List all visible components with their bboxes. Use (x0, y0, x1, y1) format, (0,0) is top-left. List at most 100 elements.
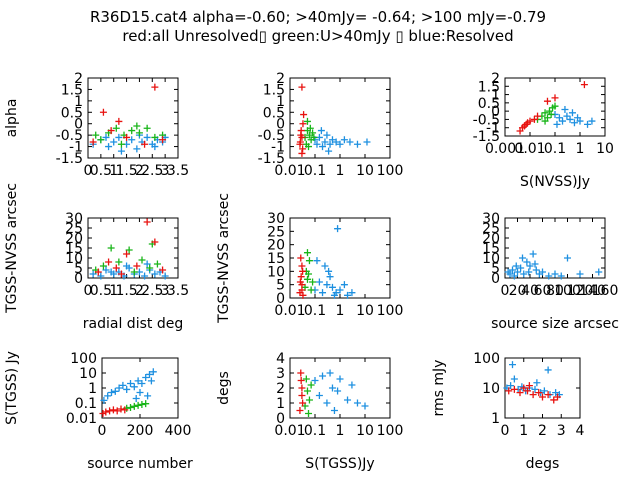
data-point-blue (151, 270, 159, 278)
x-tick-label: 0.5 (90, 283, 112, 299)
data-point-blue (313, 257, 321, 265)
x-tick-label: 0 (84, 163, 93, 179)
data-point-red (554, 393, 561, 401)
x-tick-label: 3 (161, 163, 170, 179)
data-point-red (510, 385, 518, 393)
data-point-blue (143, 133, 151, 141)
figure-title-line2: red:all Unresolved▯ green:U>40mJy ▯ blue… (122, 27, 513, 45)
x-tick-label: 3.5 (167, 163, 189, 179)
data-point-blue (317, 127, 325, 135)
data-point-blue (147, 377, 155, 385)
data-point-blue (102, 266, 110, 274)
data-point-red (299, 267, 307, 275)
data-point-blue (321, 262, 329, 270)
data-point-blue (97, 272, 105, 280)
data-point-blue (311, 377, 319, 384)
data-point-green (305, 270, 313, 278)
data-point-blue (144, 392, 152, 400)
y-axis-label: degs (216, 371, 232, 405)
data-point-red (580, 81, 588, 89)
data-point-blue (540, 387, 548, 395)
data-point-green (128, 127, 136, 135)
data-point-blue (105, 143, 113, 151)
x-tick-label: 100 (554, 283, 581, 299)
data-point-red (296, 138, 304, 146)
y-tick-label: 0 (491, 104, 500, 120)
y-tick-label: -0.5 (258, 128, 285, 144)
data-point-red (535, 389, 543, 397)
data-point-blue (563, 112, 571, 120)
data-point-red (529, 391, 537, 399)
data-point-blue (146, 370, 153, 378)
x-axis-label: degs (526, 456, 560, 472)
data-point-red (551, 94, 559, 102)
data-point-red (113, 407, 121, 415)
data-point-green (306, 124, 314, 132)
data-point-green (133, 122, 141, 130)
data-point-blue (136, 389, 144, 397)
x-tick-label: 60 (534, 283, 552, 299)
data-point-blue (526, 262, 534, 270)
y-tick-label: 30 (482, 211, 500, 227)
data-point-red (296, 278, 304, 286)
y-tick-label: 15 (65, 241, 83, 257)
data-point-blue (110, 138, 118, 146)
x-tick-label: 1 (336, 163, 345, 179)
data-point-red (151, 83, 159, 91)
figure-title-line1: R36D15.cat4 alpha=-0.60; >40mJy= -0.64; … (90, 8, 546, 26)
data-point-blue (328, 384, 336, 392)
data-point-blue (559, 117, 567, 125)
y-tick-label: 4 (276, 351, 285, 367)
data-point-blue (315, 278, 323, 286)
x-axis-label: S(TGSS)Jy (305, 456, 374, 472)
data-point-blue (531, 260, 539, 268)
y-tick-label: 25 (482, 221, 500, 237)
data-point-blue (134, 377, 142, 385)
x-tick-label: 0.01 (514, 141, 545, 157)
y-tick-label: 1.5 (478, 79, 500, 95)
data-point-blue (576, 270, 584, 278)
data-point-red (112, 264, 120, 272)
data-point-green (547, 110, 555, 118)
data-point-blue (506, 270, 514, 278)
y-tick-label: 0.01 (66, 411, 97, 427)
data-point-red (143, 218, 151, 226)
data-point-red (530, 115, 538, 123)
data-point-blue (330, 407, 338, 414)
data-point-green (107, 244, 115, 252)
data-point-blue (532, 266, 540, 274)
plot-frame (504, 357, 581, 419)
y-tick-label: 20 (267, 238, 285, 254)
y-tick-label: 1 (491, 88, 500, 104)
data-point-red (298, 262, 306, 270)
y-tick-label: 5 (74, 261, 83, 277)
data-point-blue (510, 375, 518, 383)
x-tick-label: 0.01 (274, 163, 305, 179)
data-point-red (298, 149, 306, 157)
y-axis-label: alpha (4, 99, 20, 138)
data-point-blue (151, 143, 159, 151)
data-point-blue (544, 366, 552, 374)
y-tick-label: 1 (88, 381, 97, 397)
data-point-blue (321, 138, 329, 146)
data-point-blue (143, 260, 151, 268)
y-tick-label: 0.1 (75, 396, 97, 412)
y-tick-label: 1.5 (263, 82, 285, 98)
data-point-red (102, 408, 110, 416)
data-point-red (151, 238, 159, 246)
data-point-blue (100, 396, 108, 404)
data-point-red (121, 406, 129, 414)
data-point-red (297, 369, 305, 377)
data-point-blue (119, 381, 127, 389)
x-tick-label: 0 (501, 423, 510, 439)
data-point-blue (529, 250, 537, 258)
data-point-green (303, 275, 311, 283)
y-tick-label: 30 (267, 211, 285, 227)
y-tick-label: -1 (486, 121, 500, 137)
x-tick-label: 100 (377, 303, 404, 319)
x-tick-label: 0.01 (274, 423, 305, 439)
data-point-green (134, 401, 142, 409)
data-point-blue (570, 119, 578, 127)
